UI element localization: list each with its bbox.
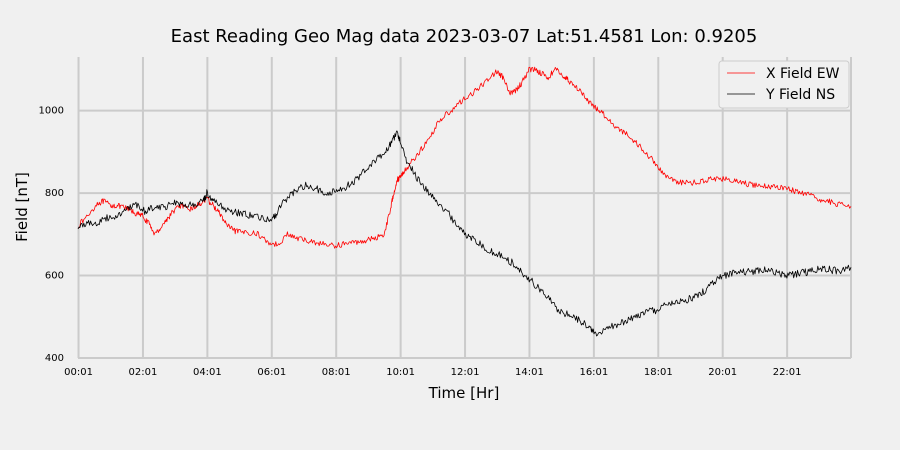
x-tick-label: 04:01 bbox=[193, 367, 222, 378]
y-tick-label: 1000 bbox=[39, 106, 64, 117]
tick-labels: 00:01 02:01 04:01 06:01 08:01 10:01 12:01 14:01… bbox=[39, 106, 802, 378]
x-tick-label: 06:01 bbox=[257, 367, 286, 378]
legend-label-y-field: Y Field NS bbox=[765, 87, 835, 103]
legend-label-x-field: X Field EW bbox=[766, 66, 840, 82]
y-tick-label: 400 bbox=[45, 353, 64, 364]
x-tick-label: 18:01 bbox=[644, 367, 673, 378]
y-tick-label: 600 bbox=[45, 271, 64, 282]
legend: X Field EW Y Field NS bbox=[718, 60, 850, 109]
y-tick-label: 800 bbox=[45, 188, 64, 199]
x-tick-label: 16:01 bbox=[579, 367, 608, 378]
x-tick-label: 14:01 bbox=[515, 367, 544, 378]
x-tick-label: 20:01 bbox=[708, 367, 737, 378]
series-lines bbox=[77, 66, 852, 337]
x-tick-label: 10:01 bbox=[386, 367, 415, 378]
x-tick-label: 12:01 bbox=[451, 367, 480, 378]
x-field-series-line bbox=[77, 66, 852, 249]
x-axis-label: Time [Hr] bbox=[428, 384, 500, 402]
x-tick-label: 22:01 bbox=[773, 367, 802, 378]
x-tick-label: 08:01 bbox=[322, 367, 351, 378]
x-tick-label: 02:01 bbox=[129, 367, 158, 378]
y-axis-label: Field [nT] bbox=[13, 172, 31, 242]
chart-title: East Reading Geo Mag data 2023-03-07 Lat… bbox=[171, 26, 758, 47]
y-field-series-line bbox=[77, 130, 852, 337]
x-tick-label: 00:01 bbox=[64, 367, 93, 378]
